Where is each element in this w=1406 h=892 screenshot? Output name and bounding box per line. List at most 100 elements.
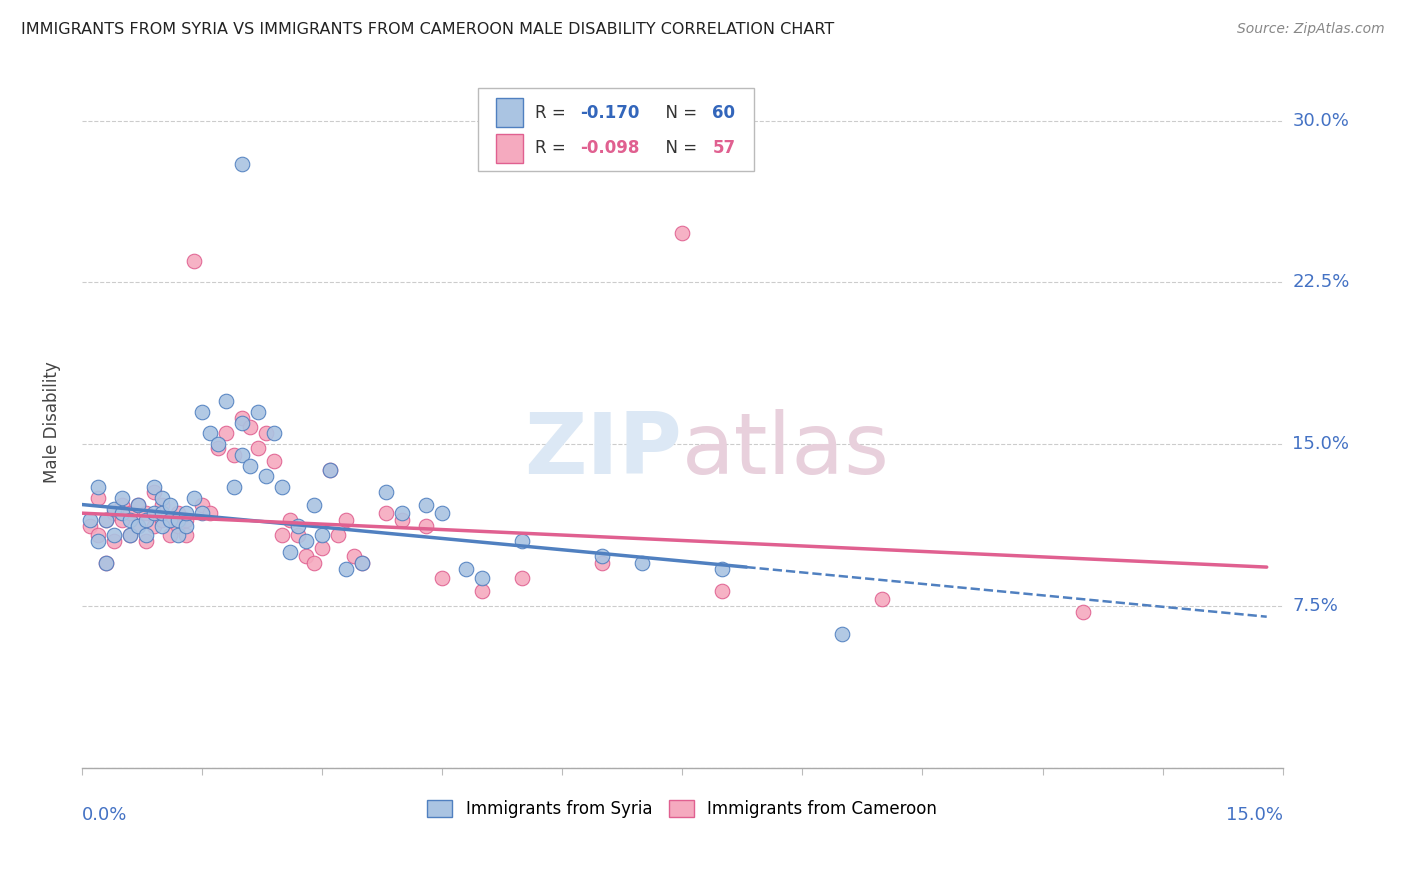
Text: 57: 57 [713,139,735,157]
Point [127,519,149,533]
Point [174,519,197,533]
Point [159,498,181,512]
Point [711,583,734,598]
Point [510,534,533,549]
Text: ZIP: ZIP [524,409,682,491]
Point [239,458,262,473]
Point [631,556,654,570]
Point [183,253,205,268]
Point [87,527,110,541]
Text: R =: R = [534,103,571,121]
Point [127,519,149,533]
Point [111,498,134,512]
Point [872,592,894,607]
Point [311,541,333,555]
Point [94,513,117,527]
Text: IMMIGRANTS FROM SYRIA VS IMMIGRANTS FROM CAMEROON MALE DISABILITY CORRELATION CH: IMMIGRANTS FROM SYRIA VS IMMIGRANTS FROM… [21,22,834,37]
Point [222,480,245,494]
Text: -0.098: -0.098 [581,139,640,157]
Point [135,534,157,549]
Point [375,506,398,520]
Text: Source: ZipAtlas.com: Source: ZipAtlas.com [1237,22,1385,37]
Point [111,513,134,527]
Point [287,519,309,533]
FancyBboxPatch shape [496,134,523,162]
Point [111,506,134,520]
Point [103,527,125,541]
Point [215,394,238,409]
Point [343,549,366,564]
Point [319,463,342,477]
Point [167,506,190,520]
Point [198,506,221,520]
Point [191,498,214,512]
Point [150,519,173,533]
Point [159,527,181,541]
Point [118,506,141,520]
Point [191,506,214,520]
Point [111,491,134,505]
Point [510,571,533,585]
Point [352,556,374,570]
Point [231,448,253,462]
Point [118,527,141,541]
Point [79,519,101,533]
Point [174,506,197,520]
Point [143,519,166,533]
Point [295,549,318,564]
Text: R =: R = [534,139,571,157]
Point [671,226,693,240]
Point [191,405,214,419]
Point [103,506,125,520]
Point [150,513,173,527]
Point [326,527,349,541]
Point [167,519,190,533]
Point [103,534,125,549]
Point [159,513,181,527]
Point [311,527,333,541]
Point [278,545,301,559]
Point [271,527,294,541]
Point [94,556,117,570]
Legend: Immigrants from Syria, Immigrants from Cameroon: Immigrants from Syria, Immigrants from C… [427,800,938,818]
Point [150,491,173,505]
Point [198,426,221,441]
Point [591,549,613,564]
Point [207,442,229,456]
Text: N =: N = [655,139,702,157]
Point [375,484,398,499]
Point [415,519,437,533]
Point [239,420,262,434]
Point [711,562,734,576]
Point [150,506,173,520]
Point [319,463,342,477]
Point [263,426,285,441]
Point [174,513,197,527]
Y-axis label: Male Disability: Male Disability [44,361,60,483]
Point [94,556,117,570]
Point [287,527,309,541]
Text: atlas: atlas [682,409,890,491]
Point [302,498,325,512]
Point [302,556,325,570]
Point [183,491,205,505]
Point [159,513,181,527]
Point [247,442,270,456]
Point [415,498,437,512]
Text: 7.5%: 7.5% [1292,597,1339,615]
Point [335,513,357,527]
Point [231,416,253,430]
Point [87,534,110,549]
FancyBboxPatch shape [496,98,523,127]
Point [135,513,157,527]
Point [430,571,453,585]
Text: -0.170: -0.170 [581,103,640,121]
Point [207,437,229,451]
Point [1071,606,1094,620]
Point [391,513,413,527]
Point [352,556,374,570]
Point [231,411,253,425]
Text: N =: N = [655,103,702,121]
Point [174,527,197,541]
Point [247,405,270,419]
